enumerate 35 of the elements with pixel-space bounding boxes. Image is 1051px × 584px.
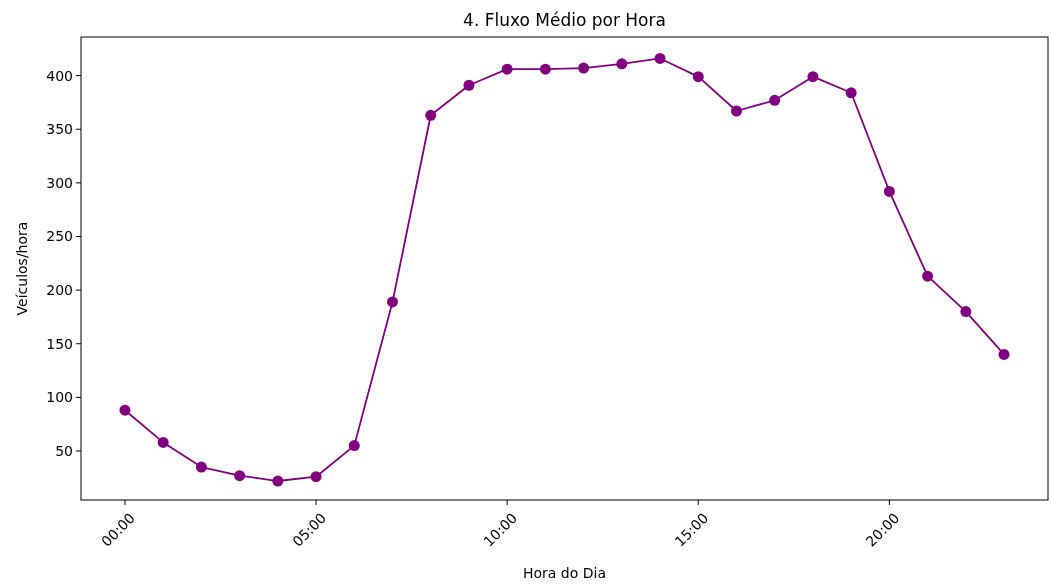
y-tick-label: 250 [46,228,73,245]
point [234,470,246,482]
point [616,58,628,70]
chart-title: 4. Fluxo Médio por Hora [463,10,666,30]
y-tick-label: 400 [46,67,73,84]
y-tick-label: 50 [55,442,73,459]
point [539,63,551,75]
point [501,63,513,75]
point [845,87,857,99]
point [310,471,322,483]
y-tick-label: 150 [46,335,73,352]
y-tick-label: 350 [46,121,73,138]
point [425,109,437,121]
point [883,185,895,197]
point [731,105,742,117]
point [654,52,666,64]
y-tick-label: 100 [46,389,73,406]
point [922,270,934,282]
point [463,79,475,91]
point [272,475,284,487]
point [960,306,972,318]
point [807,71,819,83]
point [157,436,169,448]
point [119,404,131,416]
y-tick-label: 200 [46,282,73,299]
point [348,440,360,452]
y-axis-title: Veículos/hora [14,221,30,316]
y-tick-label: 300 [46,174,73,191]
point [195,461,207,473]
point [578,62,590,74]
point [692,71,704,83]
x-axis-title: Hora do Dia [522,565,607,581]
point [387,296,398,308]
point [769,94,781,106]
point [998,348,1010,360]
